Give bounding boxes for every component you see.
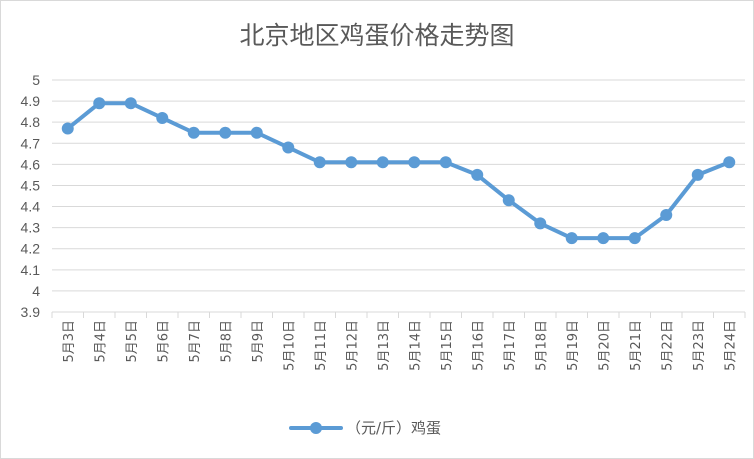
data-point — [471, 168, 484, 181]
chart-title: 北京地区鸡蛋价格走势图 — [239, 21, 514, 50]
gridlines — [52, 79, 745, 313]
x-tick-label: 5月20日 — [597, 320, 612, 371]
x-tick-label: 5月4日 — [93, 320, 108, 363]
y-tick-label: 4.1 — [21, 262, 41, 278]
series-line — [65, 101, 732, 241]
x-tick-label: 5月22日 — [660, 320, 675, 371]
x-tick-label: 5月14日 — [408, 320, 423, 371]
y-tick-label: 4.3 — [21, 220, 41, 236]
y-tick-label: 4.2 — [21, 241, 41, 257]
x-axis — [51, 311, 746, 318]
x-tick-label: 5月5日 — [125, 320, 140, 363]
x-tick-label: 5月8日 — [219, 320, 234, 363]
data-point — [61, 122, 74, 135]
data-point — [408, 156, 421, 169]
data-point — [156, 111, 169, 124]
legend-label: （元/斤）鸡蛋 — [346, 419, 441, 437]
legend-point-marker — [310, 422, 322, 434]
y-tick-label: 4.6 — [21, 156, 41, 172]
y-tick-label: 4.9 — [21, 93, 41, 109]
data-point — [723, 156, 736, 169]
x-tick-label: 5月24日 — [723, 320, 738, 371]
data-point — [313, 156, 326, 169]
data-point — [187, 126, 200, 139]
x-tick-label: 5月9日 — [251, 320, 266, 363]
x-tick-label: 5月13日 — [377, 320, 392, 371]
x-tick-label: 5月6日 — [156, 320, 171, 363]
legend: （元/斤）鸡蛋 — [289, 419, 441, 437]
data-point — [565, 232, 578, 245]
data-point — [250, 126, 263, 139]
data-point — [597, 232, 610, 245]
x-tick-label: 5月3日 — [62, 320, 77, 363]
data-point — [93, 97, 106, 110]
y-tick-label: 4.7 — [21, 135, 41, 151]
x-tick-label: 5月18日 — [534, 320, 549, 371]
y-tick-label: 4 — [32, 283, 40, 299]
data-point — [219, 126, 232, 139]
data-point — [345, 156, 358, 169]
data-point — [628, 232, 641, 245]
x-tick-label: 5月10日 — [282, 320, 297, 371]
data-point — [376, 156, 389, 169]
data-point — [660, 208, 673, 221]
x-tick-label: 5月17日 — [503, 320, 518, 371]
x-tick-label: 5月7日 — [188, 320, 203, 363]
x-tick-label: 5月19日 — [566, 320, 581, 371]
y-tick-label: 5 — [32, 72, 40, 88]
data-point — [502, 194, 515, 207]
data-point — [282, 141, 295, 154]
data-point — [124, 97, 137, 110]
x-tick-label: 5月16日 — [471, 320, 486, 371]
x-axis-ticks: 5月3日 5月4日 5月5日 5月6日 5月7日 5月8日 5月9日 5月10日 5月11日 5月… — [62, 320, 739, 371]
data-point — [691, 168, 704, 181]
data-point — [439, 156, 452, 169]
y-tick-label: 3.9 — [21, 304, 41, 320]
x-tick-label: 5月15日 — [440, 320, 455, 371]
y-tick-label: 4.5 — [21, 177, 41, 193]
y-axis-ticks: 5 4.9 4.8 4.7 4.6 4.5 4.4 4.3 4.2 4.1 4 3.9 — [21, 72, 41, 320]
x-tick-label: 5月12日 — [345, 320, 360, 371]
x-tick-label: 5月23日 — [692, 320, 707, 371]
y-tick-label: 4.8 — [21, 114, 41, 130]
series-group — [61, 97, 736, 245]
x-tick-label: 5月11日 — [314, 320, 329, 371]
data-point — [534, 217, 547, 230]
x-tick-label: 5月21日 — [629, 320, 644, 371]
y-tick-label: 4.4 — [21, 199, 41, 215]
